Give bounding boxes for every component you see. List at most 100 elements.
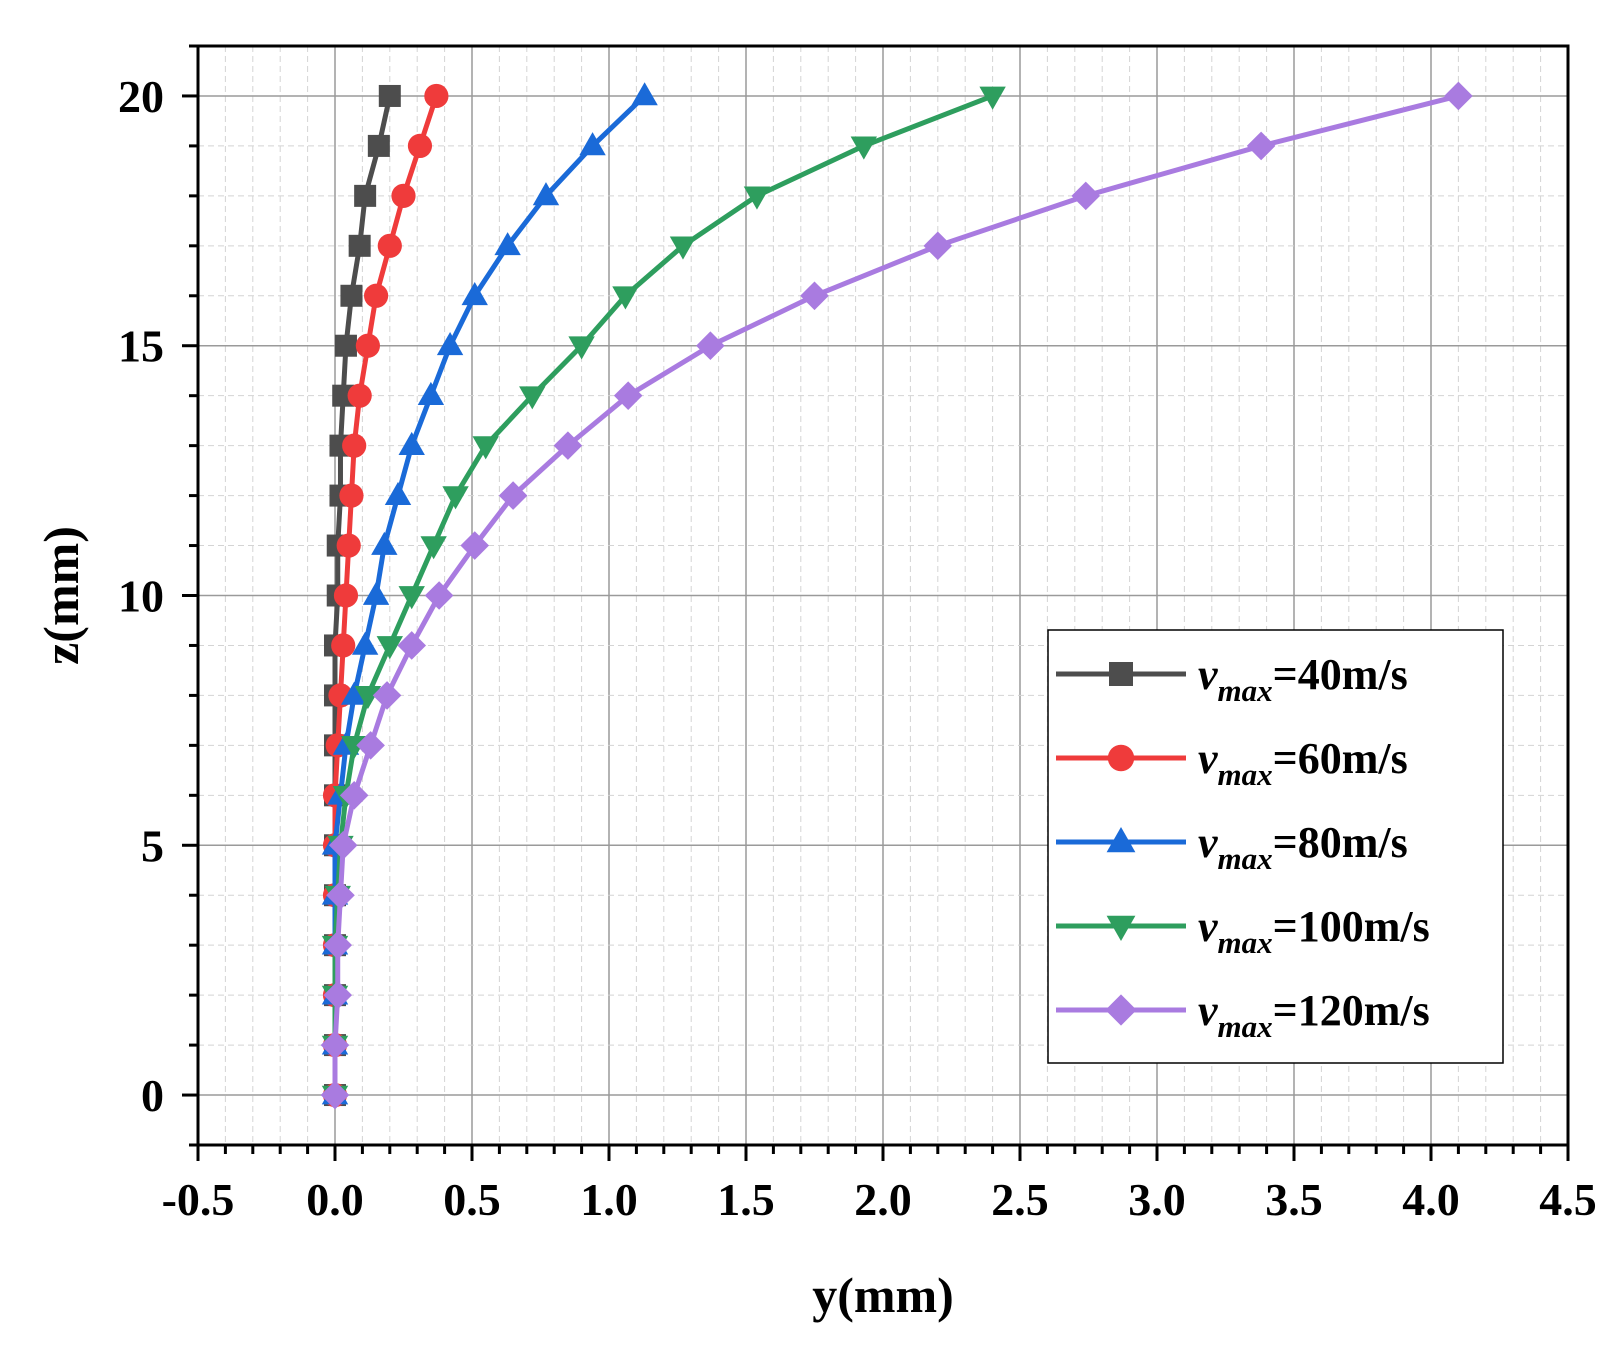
- data-point: [372, 681, 402, 710]
- data-point: [384, 481, 412, 505]
- x-tick-label: 3.5: [1265, 1174, 1323, 1225]
- series-80ms: [321, 82, 658, 1105]
- data-point: [532, 182, 560, 206]
- data-point: [364, 283, 389, 308]
- data-point: [347, 383, 372, 408]
- x-tick-label: 1.0: [580, 1174, 638, 1225]
- data-point: [631, 82, 658, 106]
- data-point: [323, 930, 353, 960]
- data-point: [371, 531, 398, 555]
- x-tick-label: 4.0: [1402, 1174, 1460, 1225]
- x-tick-label: -0.5: [162, 1174, 235, 1225]
- legend-label: vmax=100m/s: [1198, 902, 1430, 960]
- data-point: [355, 333, 380, 358]
- legend-swatch-marker: [1106, 827, 1136, 853]
- legend-swatch-marker: [1105, 994, 1137, 1026]
- data-point: [336, 533, 361, 558]
- legend-label: vmax=40m/s: [1198, 650, 1408, 708]
- data-point: [850, 136, 878, 160]
- data-point: [328, 830, 358, 860]
- legend-swatch-marker: [1109, 662, 1133, 686]
- data-point: [320, 1080, 350, 1110]
- data-point: [579, 132, 606, 156]
- data-point: [436, 331, 464, 356]
- data-point: [334, 334, 357, 357]
- data-point: [376, 636, 403, 660]
- x-tick-label: 4.5: [1539, 1174, 1597, 1225]
- y-axis-title: z(mm): [33, 526, 89, 665]
- legend-swatch-marker: [1107, 744, 1135, 772]
- x-tick-label: 1.5: [717, 1174, 775, 1225]
- data-point: [612, 286, 639, 310]
- data-point: [923, 231, 953, 261]
- data-point: [320, 1030, 350, 1060]
- data-point: [424, 83, 449, 109]
- data-point: [354, 686, 382, 710]
- data-point: [442, 486, 469, 510]
- data-point: [743, 186, 771, 210]
- data-point: [553, 431, 583, 460]
- data-point: [339, 483, 364, 508]
- legend: vmax=40m/s vmax=60m/s vmax=80m/s vmax=100m/…: [1047, 629, 1504, 1064]
- y-tick-label: 10: [118, 571, 164, 622]
- series-120ms: [320, 81, 1473, 1110]
- data-point: [367, 134, 390, 157]
- data-point: [351, 631, 379, 655]
- data-point: [340, 681, 368, 705]
- data-point: [323, 980, 353, 1010]
- data-point: [461, 282, 488, 306]
- x-axis-title: y(mm): [812, 1267, 954, 1323]
- data-point: [340, 284, 363, 307]
- y-tick-label: 0: [141, 1070, 164, 1121]
- legend-label: vmax=120m/s: [1198, 986, 1430, 1044]
- data-point: [339, 781, 369, 810]
- data-point: [356, 731, 385, 760]
- data-point: [494, 232, 521, 256]
- y-tick-label: 15: [118, 321, 164, 372]
- data-point: [460, 531, 490, 560]
- data-point: [397, 631, 427, 660]
- x-tick-label: 2.0: [854, 1174, 912, 1225]
- legend-label: vmax=80m/s: [1198, 818, 1408, 876]
- y-tick-label: 5: [141, 820, 164, 871]
- data-point: [519, 386, 546, 410]
- tick-labels: -0.5 0.0 0.5 1.0 1.5 2.0 2.5 3.0 3.5 4.0 4.5 0 5 10 15…: [118, 71, 1597, 1225]
- x-tick-label: 0.0: [306, 1174, 364, 1225]
- data-point: [420, 536, 447, 560]
- series-layer: [320, 81, 1473, 1110]
- legend-item: vmax=60m/s: [1056, 734, 1408, 792]
- data-point: [342, 433, 367, 458]
- data-point: [398, 586, 425, 610]
- axis-ticks: [182, 44, 1570, 1161]
- data-point: [333, 583, 359, 608]
- data-point: [800, 281, 829, 311]
- data-point: [613, 381, 643, 410]
- legend-item: vmax=40m/s: [1056, 650, 1408, 708]
- data-point: [669, 236, 697, 260]
- data-point: [391, 183, 416, 208]
- legend-item: vmax=120m/s: [1056, 986, 1430, 1044]
- data-point: [377, 233, 402, 258]
- x-tick-label: 3.0: [1128, 1174, 1186, 1225]
- x-tick-label: 2.5: [991, 1174, 1049, 1225]
- data-point: [417, 381, 445, 406]
- data-point: [1071, 181, 1101, 211]
- data-point: [354, 184, 377, 207]
- legend-label: vmax=60m/s: [1198, 734, 1408, 792]
- legend-item: vmax=80m/s: [1056, 818, 1408, 876]
- x-tick-label: 0.5: [443, 1174, 501, 1225]
- legend-item: vmax=100m/s: [1056, 902, 1430, 960]
- data-point: [348, 234, 371, 257]
- data-point: [1444, 81, 1473, 111]
- legend-swatch-marker: [1106, 915, 1136, 941]
- data-point: [424, 581, 454, 610]
- data-point: [378, 84, 401, 107]
- data-point: [326, 880, 355, 910]
- data-point: [398, 431, 425, 455]
- data-point: [407, 133, 433, 159]
- data-point: [979, 86, 1006, 110]
- y-tick-label: 20: [118, 71, 164, 122]
- data-point: [696, 331, 725, 361]
